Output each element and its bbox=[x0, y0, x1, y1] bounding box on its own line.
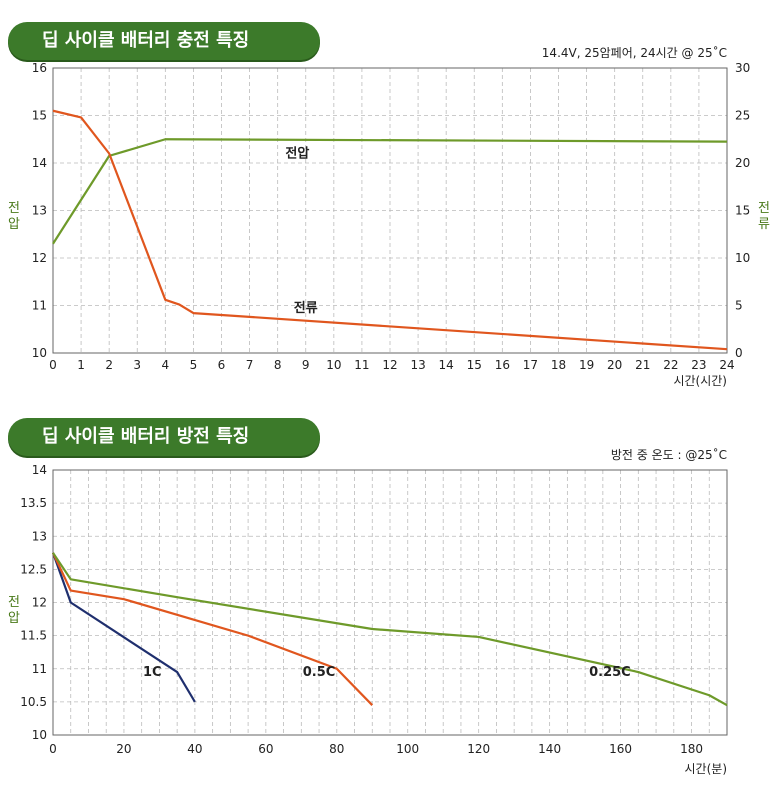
x-tick-label: 6 bbox=[218, 358, 226, 372]
series-label-voltage: 전압 bbox=[285, 145, 309, 161]
charge-chart-title-pill: 딥 사이클 배터리 충전 특징 bbox=[8, 22, 320, 60]
series-label-0-5c: 0.5C bbox=[303, 665, 336, 680]
y-right-tick-label: 20 bbox=[735, 156, 750, 170]
series-label-1c: 1C bbox=[143, 665, 162, 680]
y-tick-label: 13.5 bbox=[20, 496, 47, 510]
x-tick-label: 23 bbox=[691, 358, 706, 372]
series-line-voltage bbox=[52, 138, 728, 245]
y-right-tick-label: 25 bbox=[735, 109, 750, 123]
y-right-tick-label: 15 bbox=[735, 204, 750, 218]
y-left-tick-label: 11 bbox=[32, 299, 47, 313]
x-tick-label: 9 bbox=[302, 358, 310, 372]
x-tick-label: 8 bbox=[274, 358, 282, 372]
y-left-tick-label: 14 bbox=[32, 156, 47, 170]
y-tick-label: 10 bbox=[32, 728, 47, 742]
x-axis-title: 시간(시간) bbox=[673, 374, 727, 388]
x-tick-label: 20 bbox=[607, 358, 622, 372]
x-tick-label: 12 bbox=[382, 358, 397, 372]
y-left-tick-label: 15 bbox=[32, 109, 47, 123]
x-tick-label: 15 bbox=[467, 358, 482, 372]
x-tick-label: 16 bbox=[495, 358, 510, 372]
x-tick-label: 100 bbox=[396, 742, 419, 756]
charge-chart-subtitle: 14.4V, 25암페어, 24시간 @ 25˚C bbox=[541, 46, 727, 60]
y-left-tick-label: 12 bbox=[32, 251, 47, 265]
x-tick-label: 11 bbox=[354, 358, 369, 372]
x-tick-label: 120 bbox=[467, 742, 490, 756]
x-tick-label: 10 bbox=[326, 358, 341, 372]
y-tick-label: 12 bbox=[32, 596, 47, 610]
x-tick-label: 13 bbox=[410, 358, 425, 372]
x-tick-label: 24 bbox=[719, 358, 734, 372]
x-tick-label: 4 bbox=[162, 358, 170, 372]
x-tick-label: 0 bbox=[49, 742, 57, 756]
x-tick-label: 21 bbox=[635, 358, 650, 372]
discharge-chart-subtitle: 방전 중 온도 : @25˚C bbox=[610, 448, 727, 462]
discharge-chart-title-pill: 딥 사이클 배터리 방전 특징 bbox=[8, 418, 320, 456]
x-tick-label: 180 bbox=[680, 742, 703, 756]
x-tick-label: 20 bbox=[116, 742, 131, 756]
x-tick-label: 3 bbox=[133, 358, 141, 372]
x-tick-label: 40 bbox=[187, 742, 202, 756]
y-left-tick-label: 13 bbox=[32, 204, 47, 218]
x-tick-label: 19 bbox=[579, 358, 594, 372]
x-tick-label: 1 bbox=[77, 358, 85, 372]
x-tick-label: 60 bbox=[258, 742, 273, 756]
y-left-tick-label: 16 bbox=[32, 61, 47, 75]
plot-frame bbox=[52, 469, 728, 736]
x-tick-label: 17 bbox=[523, 358, 538, 372]
y-tick-label: 11.5 bbox=[20, 629, 47, 643]
y-tick-label: 12.5 bbox=[20, 562, 47, 576]
x-tick-label: 0 bbox=[49, 358, 57, 372]
discharge-chart-title: 딥 사이클 배터리 방전 특징 bbox=[42, 426, 250, 447]
x-tick-label: 18 bbox=[551, 358, 566, 372]
y-tick-label: 13 bbox=[32, 529, 47, 543]
y-right-tick-label: 30 bbox=[735, 61, 750, 75]
y-right-tick-label: 0 bbox=[735, 346, 743, 360]
y-right-tick-label: 10 bbox=[735, 251, 750, 265]
charge-chart: 0 1 2 3 4 5 6 7 8 9 10 11 12 13 14 15 16 17 18 19 20 21 22 23 24… bbox=[8, 61, 770, 388]
plot-frame bbox=[52, 67, 728, 354]
y-right-tick-label: 5 bbox=[735, 299, 743, 313]
series-line-current bbox=[52, 109, 728, 351]
series-line-0-25c bbox=[52, 552, 728, 707]
x-tick-label: 5 bbox=[190, 358, 198, 372]
series-line-0-5c bbox=[52, 552, 374, 706]
y-tick-label: 10.5 bbox=[20, 695, 47, 709]
x-tick-label: 160 bbox=[609, 742, 632, 756]
x-tick-label: 140 bbox=[538, 742, 561, 756]
x-tick-label: 2 bbox=[105, 358, 113, 372]
x-axis-title: 시간(분) bbox=[685, 762, 727, 776]
series-label-0-25c: 0.25C bbox=[589, 665, 631, 680]
x-tick-label: 80 bbox=[329, 742, 344, 756]
y-tick-label: 14 bbox=[32, 463, 47, 477]
y-tick-label: 11 bbox=[32, 662, 47, 676]
x-tick-label: 14 bbox=[439, 358, 454, 372]
series-line-1c bbox=[51, 552, 196, 703]
y-left-tick-label: 10 bbox=[32, 346, 47, 360]
x-tick-label: 22 bbox=[663, 358, 678, 372]
series-label-current: 전류 bbox=[294, 300, 318, 316]
charge-chart-title: 딥 사이클 배터리 충전 특징 bbox=[42, 30, 250, 51]
x-tick-label: 7 bbox=[246, 358, 254, 372]
